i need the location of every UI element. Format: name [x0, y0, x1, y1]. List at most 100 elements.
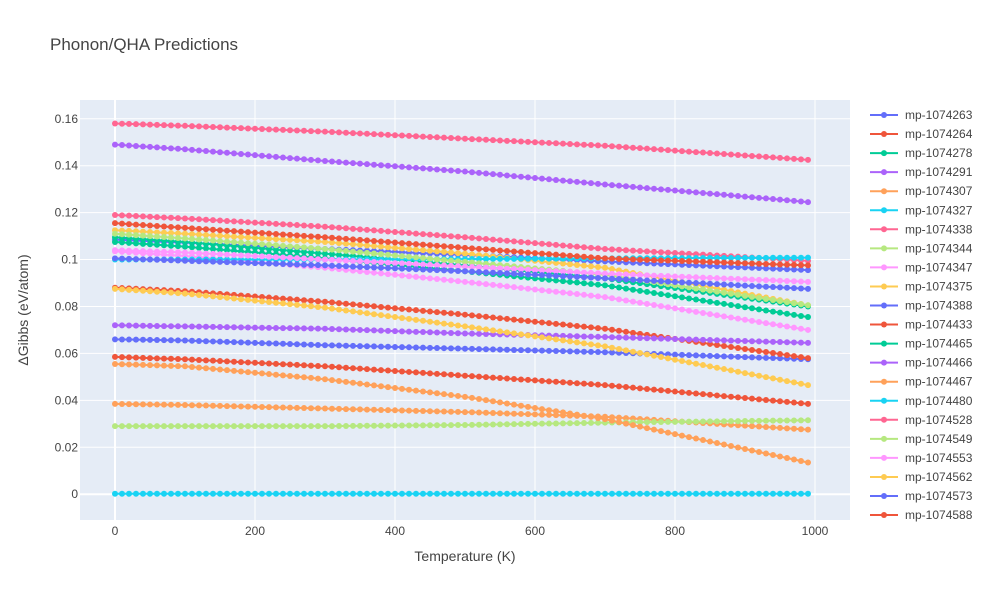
- data-point: [798, 262, 804, 269]
- legend-item[interactable]: mp-1074549: [870, 432, 973, 446]
- data-point: [182, 230, 188, 237]
- data-point: [728, 254, 734, 261]
- data-point: [161, 289, 167, 296]
- data-point: [133, 322, 139, 329]
- data-point: [287, 127, 293, 134]
- legend-item[interactable]: mp-1074264: [870, 127, 973, 141]
- data-point: [798, 417, 804, 424]
- data-point: [182, 363, 188, 370]
- data-point: [182, 243, 188, 250]
- data-point: [735, 394, 741, 401]
- data-point: [252, 253, 258, 260]
- x-tick-label: 1000: [802, 524, 829, 538]
- data-point: [231, 228, 237, 235]
- legend-item[interactable]: mp-1074465: [870, 337, 973, 351]
- data-point: [623, 144, 629, 151]
- data-point: [497, 270, 503, 277]
- data-point: [140, 232, 146, 239]
- legend-item[interactable]: mp-1074347: [870, 260, 973, 274]
- data-point: [175, 249, 181, 256]
- data-point: [392, 343, 398, 350]
- legend-item[interactable]: mp-1074375: [870, 279, 973, 293]
- data-point: [245, 229, 251, 236]
- data-point: [329, 405, 335, 412]
- data-point: [378, 422, 384, 429]
- data-point: [294, 243, 300, 250]
- legend-item[interactable]: mp-1074263: [870, 108, 973, 122]
- data-point: [420, 388, 426, 395]
- legend-item[interactable]: mp-1074344: [870, 241, 973, 255]
- legend-item[interactable]: mp-1074588: [870, 508, 973, 522]
- legend-item[interactable]: mp-1074553: [870, 451, 973, 465]
- data-point: [140, 336, 146, 343]
- legend-item[interactable]: mp-1074291: [870, 165, 973, 179]
- data-point: [476, 280, 482, 287]
- legend-item[interactable]: mp-1074480: [870, 394, 973, 408]
- data-point: [287, 247, 293, 254]
- data-point: [175, 290, 181, 297]
- legend-item[interactable]: mp-1074528: [870, 413, 973, 427]
- legend-label: mp-1074291: [905, 165, 973, 179]
- legend-item[interactable]: mp-1074338: [870, 222, 973, 236]
- data-point: [364, 264, 370, 271]
- data-point: [224, 490, 230, 497]
- data-point: [287, 325, 293, 332]
- data-point: [126, 361, 132, 368]
- legend-item[interactable]: mp-1074467: [870, 375, 973, 389]
- legend-item[interactable]: mp-1074466: [870, 356, 973, 370]
- legend-item[interactable]: mp-1074562: [870, 470, 973, 484]
- data-point: [483, 264, 489, 271]
- data-point: [154, 223, 160, 229]
- data-point: [217, 423, 223, 430]
- data-point: [378, 251, 384, 258]
- data-point: [175, 215, 181, 222]
- data-point: [742, 316, 748, 323]
- data-point: [574, 420, 580, 427]
- data-point: [609, 344, 615, 351]
- data-point: [280, 295, 286, 302]
- data-point: [245, 240, 251, 247]
- legend-item[interactable]: mp-1074573: [870, 489, 973, 503]
- data-point: [126, 247, 132, 254]
- data-point: [203, 245, 209, 252]
- data-point: [434, 262, 440, 269]
- data-point: [238, 228, 244, 235]
- data-point: [322, 158, 328, 165]
- data-point: [791, 353, 797, 360]
- data-point: [147, 362, 153, 369]
- legend-item[interactable]: mp-1074327: [870, 203, 973, 217]
- data-point: [742, 395, 748, 402]
- data-point: [308, 233, 314, 240]
- data-point: [560, 420, 566, 427]
- data-point: [203, 338, 209, 345]
- data-point: [189, 423, 195, 430]
- data-point: [623, 285, 629, 292]
- data-point: [784, 284, 790, 291]
- data-point: [182, 337, 188, 344]
- data-point: [637, 277, 643, 284]
- data-point: [595, 254, 601, 261]
- legend-item[interactable]: mp-1074307: [870, 184, 973, 198]
- data-point: [595, 325, 601, 332]
- data-point: [231, 150, 237, 157]
- data-point: [175, 337, 181, 344]
- data-point: [231, 251, 237, 258]
- legend-item[interactable]: mp-1074388: [870, 299, 973, 313]
- data-point: [588, 142, 594, 149]
- legend-item[interactable]: mp-1074433: [870, 318, 973, 332]
- legend-item[interactable]: mp-1074278: [870, 146, 973, 160]
- y-tick-label: 0.12: [55, 206, 79, 220]
- x-tick-label: 200: [245, 524, 265, 538]
- data-point: [329, 239, 335, 246]
- data-point: [651, 290, 657, 297]
- data-point: [644, 425, 650, 432]
- data-point: [756, 423, 762, 430]
- data-point: [700, 189, 706, 196]
- data-point: [210, 402, 216, 409]
- data-point: [336, 263, 342, 270]
- data-point: [728, 367, 734, 374]
- data-point: [434, 276, 440, 283]
- data-point: [168, 145, 174, 152]
- data-point: [658, 278, 664, 285]
- data-point: [497, 410, 503, 417]
